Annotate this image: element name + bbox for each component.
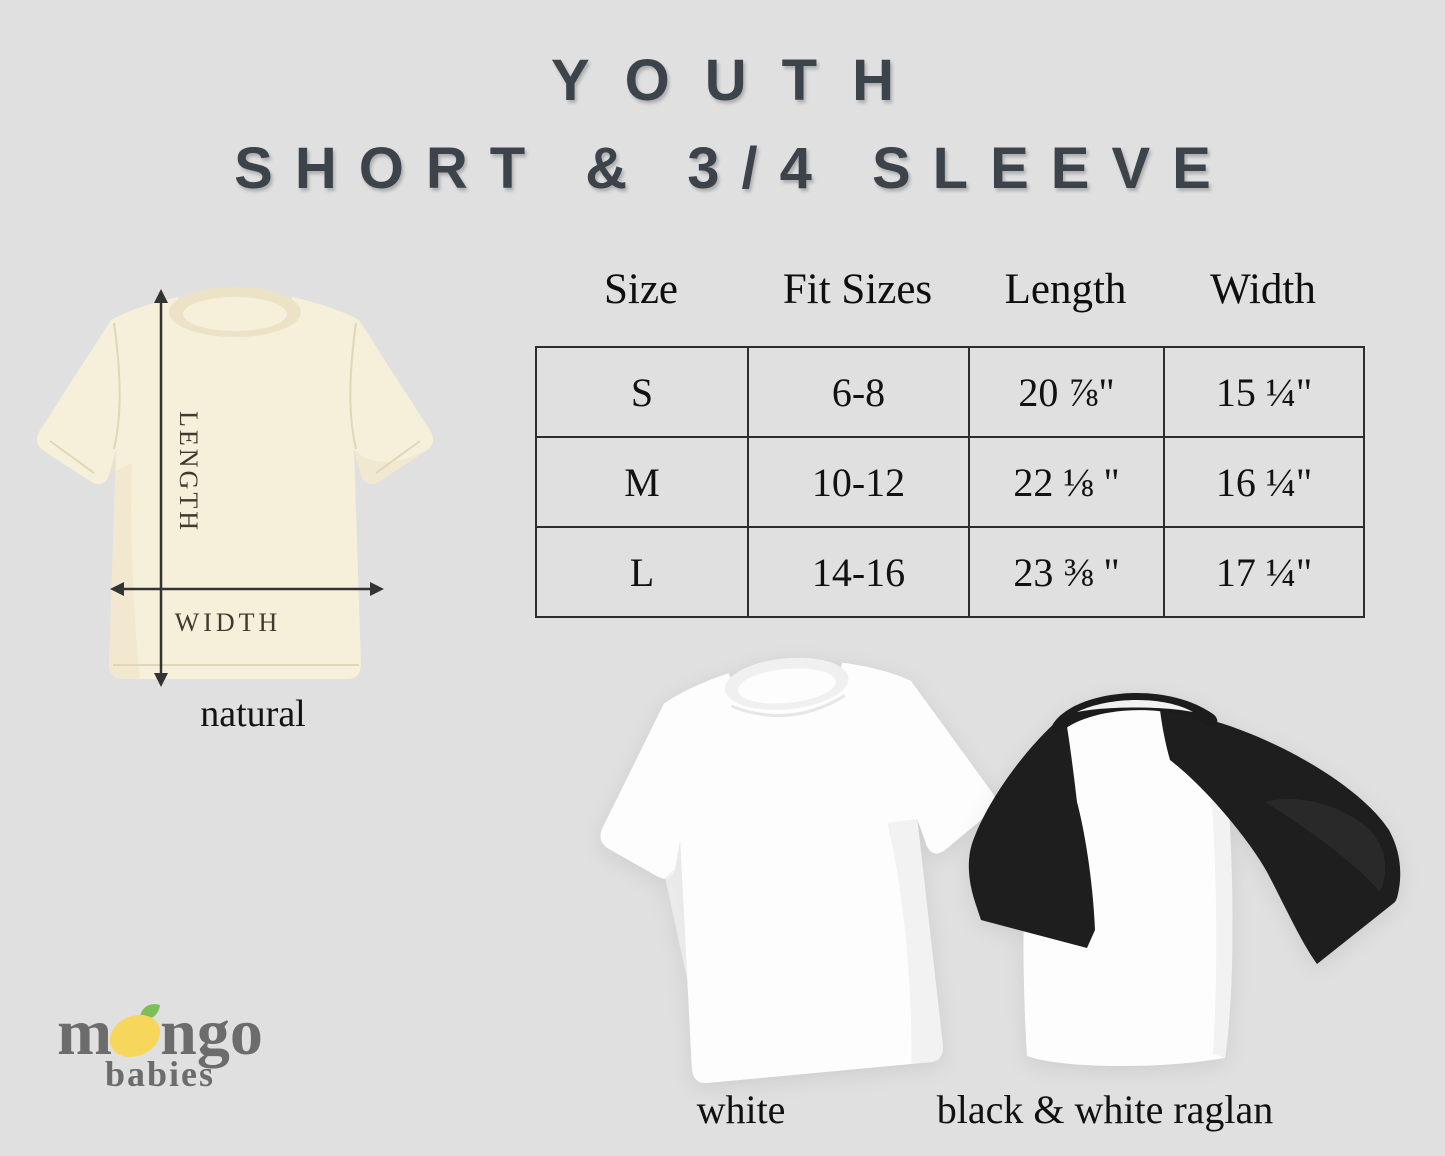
white-tee-shading-right [887,818,943,1064]
table-row: S 6-8 20 ⅞" 15 ¼" [535,346,1365,438]
natural-shirt-graphic: LENGTH WIDTH [36,287,434,687]
mongo-babies-logo: m ngo babies [35,998,285,1094]
raglan-tshirt-graphic [968,692,1401,1067]
white-tshirt-graphic [595,652,1015,1088]
width-arrowheads [110,582,384,596]
mango-fruit [110,1014,161,1058]
product-caption-raglan: black & white raglan [936,1087,1274,1132]
product-caption-white: white [696,1087,786,1132]
collar-inner [183,297,287,331]
cell-size: S [535,346,749,438]
logo-text-start: m [57,996,113,1069]
column-header-fit: Fit Sizes [782,266,933,313]
width-label: WIDTH [175,608,282,637]
logo-subtitle: babies [104,1054,216,1094]
page-title: YOUTH SHORT & 3/4 SLEEVE [0,52,1445,198]
title-line-2: SHORT & 3/4 SLEEVE [234,136,1233,201]
white-tshirt-photo [595,652,1015,1088]
diagram-caption: natural [200,693,306,735]
cell-fit: 10-12 [747,436,970,528]
size-chart-table: S 6-8 20 ⅞" 15 ¼" M 10-12 22 ⅛ " 16 ¼" L… [535,346,1365,618]
raglan-right-sleeve-highlight [1265,798,1386,892]
cell-width: 17 ¼" [1163,526,1365,618]
cell-length: 20 ⅞" [968,346,1165,438]
column-header-width: Width [1210,266,1316,313]
length-arrowheads [154,289,168,687]
cell-fit: 6-8 [747,346,970,438]
tee-shading-left [109,450,140,679]
size-chart-headers: Size Fit Sizes Length Width [535,262,1363,318]
tee-seams [49,322,421,666]
cell-size: L [535,526,749,618]
cell-fit: 14-16 [747,526,970,618]
length-label: LENGTH [174,411,203,533]
table-row: M 10-12 22 ⅛ " 16 ¼" [535,436,1365,528]
column-header-size: Size [603,266,679,313]
raglan-right-sleeve [1160,710,1401,964]
cell-size: M [535,436,749,528]
table-row: L 14-16 23 ⅜ " 17 ¼" [535,526,1365,618]
white-tee-collar-inner [738,668,836,704]
raglan-collar [1052,692,1218,734]
cell-length: 23 ⅜ " [968,526,1165,618]
raglan-left-sleeve [968,714,1095,948]
tee-shading-sleeve [354,450,426,485]
cell-length: 22 ⅛ " [968,436,1165,528]
raglan-collar-inside [1077,700,1193,712]
logo-text-end: ngo [160,996,263,1069]
mango-icon [110,1004,161,1058]
white-tee-collar-shadow [730,694,846,718]
cell-width: 16 ¼" [1163,436,1365,528]
cell-width: 15 ¼" [1163,346,1365,438]
raglan-tshirt-photo [965,662,1405,1067]
natural-shirt-diagram: LENGTH WIDTH [28,283,448,695]
white-tee-shading-underarm [665,841,688,983]
logo-wordmark: m ngo [57,998,263,1068]
column-header-length: Length [1004,266,1127,313]
white-tee-body [595,652,1015,1088]
title-line-1: YOUTH [551,48,929,113]
